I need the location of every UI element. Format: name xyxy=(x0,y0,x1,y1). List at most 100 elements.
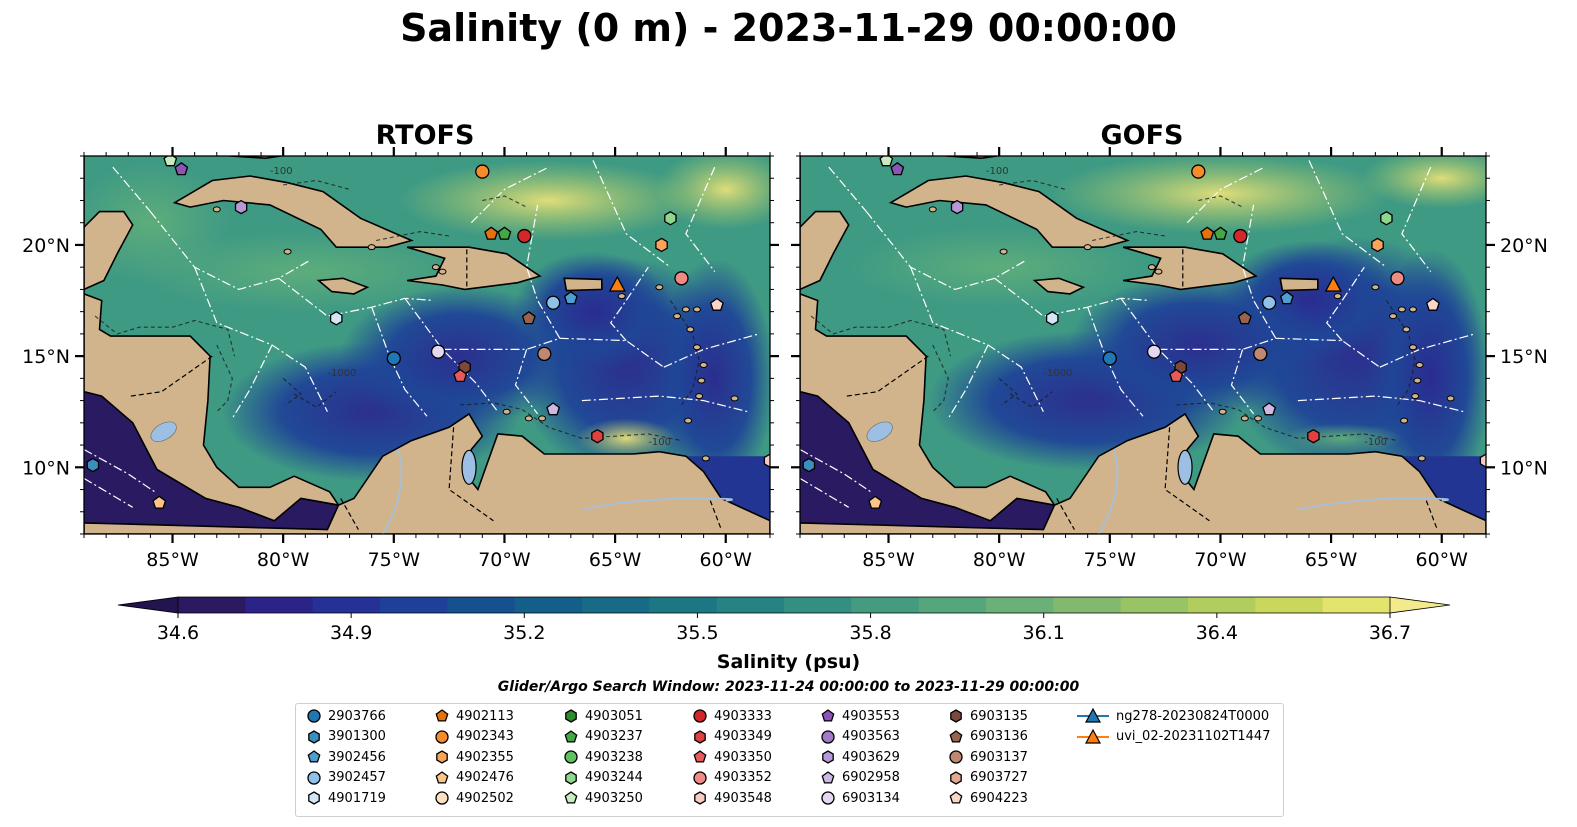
legend-item: 4903244 xyxy=(563,768,643,788)
legend-marker xyxy=(950,770,962,785)
legend-marker xyxy=(308,791,320,805)
legend-label: 2903766 xyxy=(328,708,386,724)
salinity-feature xyxy=(1068,275,1329,415)
float-4903350 xyxy=(1169,368,1184,383)
lon-tick-label: 85°W xyxy=(862,549,915,571)
legend-item: 6903727 xyxy=(948,768,1028,788)
legend-marker xyxy=(694,729,706,744)
figure-title: Salinity (0 m) - 2023-11-29 00:00:00 xyxy=(400,6,1177,50)
legend-marker xyxy=(307,750,321,763)
bathymetry-contour xyxy=(1176,402,1398,442)
legend-label: 4903051 xyxy=(585,708,643,724)
bathymetry-contour xyxy=(999,179,1066,190)
contour-label: -100 xyxy=(270,166,293,177)
island xyxy=(1413,377,1422,384)
legend-label: 4903352 xyxy=(714,770,772,785)
eez-boundary xyxy=(1087,306,1144,417)
pacific-ocean xyxy=(800,391,1062,534)
land-cuba xyxy=(172,175,414,248)
lon-tick-label: 70°W xyxy=(478,549,531,571)
eez-boundary xyxy=(609,266,649,341)
legend-marker xyxy=(564,729,578,743)
float-4903548 xyxy=(1479,453,1486,468)
legend-marker xyxy=(821,709,835,722)
colorbar-segment xyxy=(312,597,381,613)
country-border xyxy=(340,498,359,530)
legend-triangle xyxy=(1084,707,1102,723)
float-4903548 xyxy=(763,453,770,468)
legend-item: 4903333 xyxy=(692,706,772,726)
legend-label: 4902476 xyxy=(456,770,514,785)
float-4902113 xyxy=(484,226,499,240)
land-yucatan xyxy=(800,210,850,291)
legend-item: 4903237 xyxy=(563,727,643,747)
lat-tick-label: 20°N xyxy=(22,235,70,257)
legend-symbol xyxy=(307,750,321,763)
legend-symbol xyxy=(436,750,448,764)
island xyxy=(1147,264,1156,271)
float-3902457 xyxy=(1261,295,1277,310)
country-border xyxy=(1056,498,1075,530)
float-3902456 xyxy=(1279,290,1294,305)
salinity-feature xyxy=(340,286,581,427)
legend-marker xyxy=(435,791,449,805)
legend-symbol xyxy=(694,791,706,805)
lat-tick-label: 15°N xyxy=(1500,346,1548,368)
legend-label: 4903349 xyxy=(714,729,772,744)
bathymetry-contour xyxy=(293,391,337,408)
bathymetry-contour xyxy=(375,231,450,242)
island xyxy=(701,455,710,462)
eez-boundary xyxy=(800,448,872,493)
atlantic-strip xyxy=(685,456,770,521)
map-frame-rtofs xyxy=(83,155,771,535)
legend-symbol xyxy=(949,750,963,764)
island xyxy=(502,408,511,415)
colorbar-segment xyxy=(582,597,650,613)
land-jamaica xyxy=(316,277,370,295)
island xyxy=(686,326,695,333)
legend-item: uvi_02-20231102T1447 xyxy=(1076,727,1270,747)
island xyxy=(697,377,706,384)
lon-tick-label: 65°W xyxy=(1305,549,1358,571)
island xyxy=(1417,455,1426,462)
colorbar-segment xyxy=(716,597,785,613)
float-6903137 xyxy=(1253,346,1268,362)
colorbar-tick-label: 35.2 xyxy=(503,622,545,644)
legend-label: 4901719 xyxy=(328,790,386,806)
float-4901719 xyxy=(1045,311,1059,326)
float-4902355 xyxy=(1371,237,1384,253)
island xyxy=(684,417,693,424)
lon-tick-label: 60°W xyxy=(1416,549,1469,571)
island xyxy=(212,206,221,213)
island xyxy=(1415,362,1424,369)
legend-symbol xyxy=(694,729,706,744)
legend-item: 4903349 xyxy=(692,727,772,747)
legend-symbol xyxy=(564,791,578,804)
legend-marker xyxy=(435,770,449,784)
legend-symbol xyxy=(821,791,835,805)
island xyxy=(438,268,447,275)
island xyxy=(681,306,690,313)
eez-boundary xyxy=(1379,333,1476,368)
bathymetry-contour xyxy=(94,315,236,357)
float-4901719 xyxy=(329,311,343,326)
island xyxy=(617,293,626,300)
legend-item: 4901719 xyxy=(306,788,386,808)
legend-item: 4903238 xyxy=(563,747,643,767)
island xyxy=(695,393,704,400)
land-yucatan xyxy=(84,210,134,291)
lon-tick-label: 75°W xyxy=(368,549,421,571)
lon-tick-label: 70°W xyxy=(1194,549,1247,571)
float-4903333 xyxy=(1233,228,1248,244)
legend-item: 4903629 xyxy=(820,747,900,767)
map-frame-gofs xyxy=(799,155,1487,535)
legend-marker xyxy=(564,791,578,804)
float-4903629 xyxy=(950,199,964,215)
colorbar: 34.6 34.9 35.2 35.5 35.8 36.1 36.4 36.7 xyxy=(117,596,1451,644)
lon-tick-label: 60°W xyxy=(700,549,753,571)
float-4903553 xyxy=(890,161,905,176)
legend-item: 4903563 xyxy=(820,727,900,747)
island xyxy=(730,395,739,402)
legend-item: ng278-20230824T0000 xyxy=(1076,706,1269,726)
float-4903333 xyxy=(517,228,532,244)
